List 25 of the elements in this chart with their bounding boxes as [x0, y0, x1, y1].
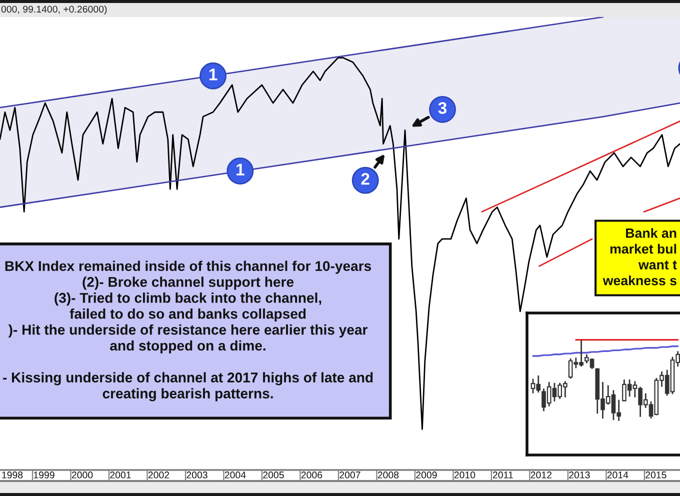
x-tick-label: 1999 [34, 472, 54, 478]
x-tick-label: 2007 [340, 472, 360, 478]
x-tick-label: 2011 [492, 472, 513, 478]
x-tick-label: 2001 [110, 472, 131, 478]
x-tick-label: 2015 [646, 472, 666, 478]
x-tick-label: 2014 [607, 472, 628, 478]
x-tick-label: 2004 [224, 472, 246, 478]
x-tick-label: 2009 [416, 472, 437, 478]
x-tick-label: 2013 [569, 472, 590, 478]
x-tick-label: 2012 [530, 472, 552, 478]
annotation: 1 [209, 68, 218, 80]
x-tick-label: 2002 [148, 472, 170, 478]
x-tick-label: 1998 [2, 472, 23, 478]
text: 000, 99.1400, +0.26000) [1, 5, 107, 15]
annotation: 2 [361, 172, 370, 185]
annotation: 3 [438, 102, 447, 114]
x-tick-label: 2003 [186, 472, 208, 478]
x-tick-label: 2008 [378, 472, 399, 478]
x-tick-label: 2010 [454, 472, 476, 478]
x-tick-label: 2006 [301, 472, 322, 478]
annotation: 1 [236, 164, 244, 176]
annotation: Bank an market bul want t weakness s [602, 228, 677, 286]
x-tick-label: 2005 [263, 472, 284, 478]
x-tick-label: 2000 [72, 472, 93, 478]
text: BKX Index remained inside of this channel for 10-years (2)- Broke channel support here (3)- Tried to climb back into the channel, failed to do so and banks collapsed )- Hit the underside of resistance here earlier this year and stopped on a dime. - Kissing underside of channel at 2017 highs of late and creating bearish patterns. [3, 260, 373, 402]
